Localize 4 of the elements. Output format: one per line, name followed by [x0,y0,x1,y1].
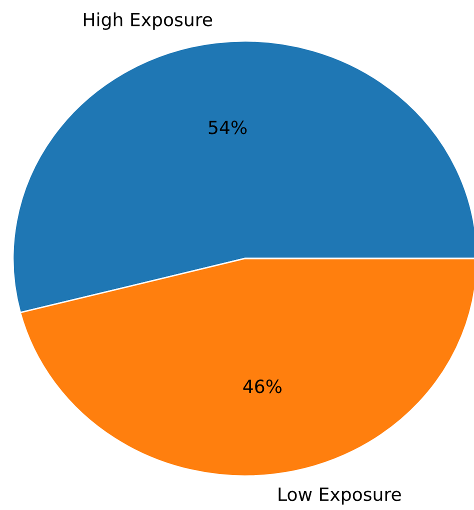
data-label: 46% [243,380,282,394]
slice-label: Low Exposure [278,488,401,505]
slice-label: High Exposure [84,12,212,30]
data-label: 54% [208,120,247,134]
